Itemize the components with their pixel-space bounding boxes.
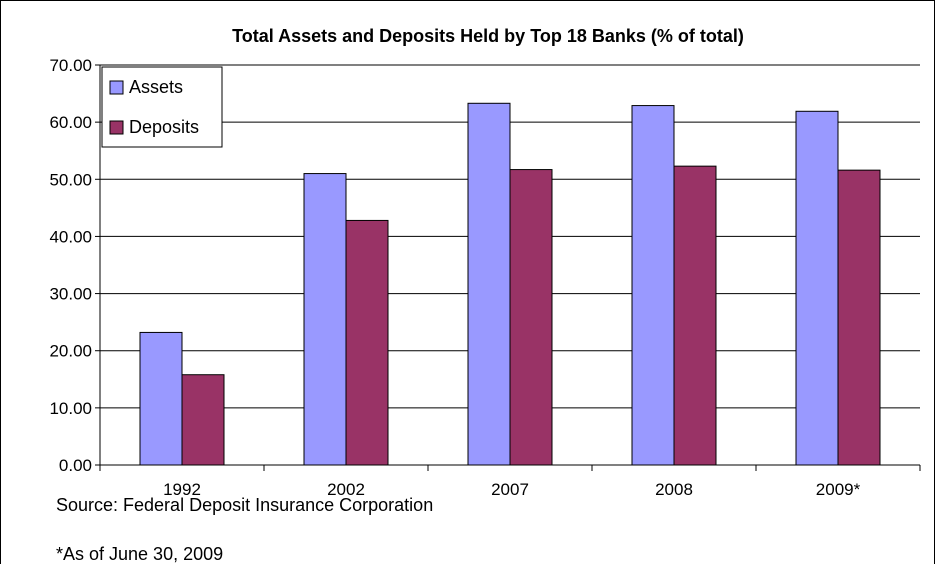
axes (95, 64, 921, 471)
bar-deposits-2007 (509, 169, 553, 466)
x-tick-label: 2002 (327, 480, 365, 499)
x-tick-labels: 1992 2002 2007 2008 2009* (163, 480, 861, 499)
y-tick-label: 60.00 (49, 113, 92, 132)
legend-swatch-deposits (109, 120, 124, 135)
x-tick-label: 1992 (163, 480, 201, 499)
bar-assets-2009 (795, 110, 839, 466)
y-tick-label: 0.00 (59, 456, 92, 475)
y-tick-label: 30.00 (49, 285, 92, 304)
bar-assets-2008 (631, 105, 675, 466)
y-tick-labels: 0.00 10.00 20.00 30.00 40.00 50.00 60.00 70.00 (49, 56, 92, 475)
legend-swatch-assets (109, 80, 124, 95)
y-tick-label: 40.00 (49, 227, 92, 246)
legend: Assets Deposits (101, 66, 223, 148)
x-tick-label: 2008 (655, 480, 693, 499)
y-tick-label: 70.00 (49, 56, 92, 75)
legend-label-assets: Assets (129, 77, 183, 97)
legend-label-deposits: Deposits (129, 117, 199, 137)
y-tick-label: 50.00 (49, 170, 92, 189)
x-tick-label: 2009* (816, 480, 861, 499)
bar-assets-2007 (467, 102, 511, 466)
bar-assets-2002 (303, 173, 347, 466)
bar-assets-1992 (139, 331, 183, 466)
as-of-note: *As of June 30, 2009 (56, 544, 224, 564)
x-tick-label: 2007 (491, 480, 529, 499)
chart-title: Total Assets and Deposits Held by Top 18… (232, 26, 744, 46)
source-note: Source: Federal Deposit Insurance Corpor… (56, 495, 434, 515)
bar-deposits-2008 (673, 165, 717, 466)
bar-deposits-2009 (837, 169, 881, 466)
bar-deposits-2002 (345, 219, 389, 466)
y-tick-label: 10.00 (49, 399, 92, 418)
bar-deposits-1992 (181, 374, 225, 466)
bars (139, 102, 881, 466)
y-tick-label: 20.00 (49, 342, 92, 361)
